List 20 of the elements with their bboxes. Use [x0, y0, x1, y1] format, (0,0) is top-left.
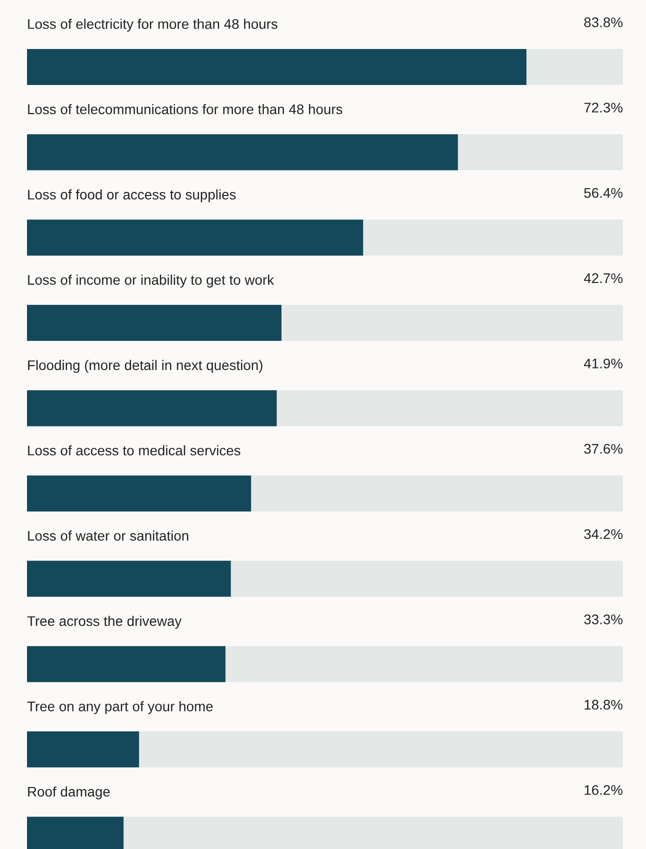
y-tick-label: Roof damage [28, 786, 110, 800]
y-tick-label: Loss of food or access to supplies [28, 189, 236, 202]
y-tick-label: Tree across the driveway [27, 616, 182, 629]
data-label: 33.3% [584, 614, 623, 624]
data-label: 18.8% [584, 700, 623, 710]
data-label: 72.3% [584, 102, 623, 113]
y-tick-label: Loss of income or inability to get to work [28, 274, 274, 288]
y-tick-label: Loss of telecommunications for more than 48 hours [28, 104, 342, 114]
y-tick-label: Loss of access to medical services [28, 445, 240, 456]
y-tick-label: Loss of electricity for more than 48 hours [28, 18, 278, 32]
data-label: 41.9% [584, 358, 623, 368]
data-label: 34.2% [584, 529, 623, 540]
data-label: 16.2% [584, 785, 623, 795]
data-label: 56.4% [584, 188, 623, 198]
y-tick-label: Loss of water or sanitation [28, 530, 188, 541]
data-label: 37.6% [584, 444, 623, 454]
y-tick-label: Tree on any part of your home [27, 701, 213, 714]
data-label: 42.7% [584, 273, 623, 284]
data-label: 83.8% [584, 17, 623, 28]
y-tick-label: Flooding (more detail in next question) [28, 360, 262, 373]
